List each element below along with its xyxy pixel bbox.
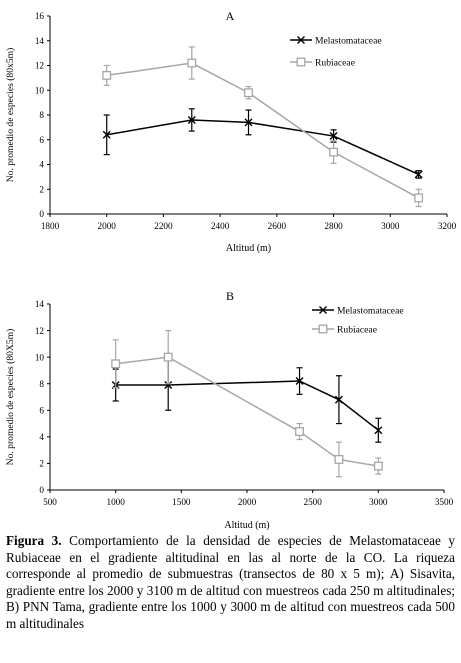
series-line (106, 119, 419, 176)
data-point (244, 118, 253, 127)
legend-marker (297, 36, 305, 44)
y-tick-label: 4 (39, 432, 44, 442)
series-melastomataceae (102, 108, 423, 179)
y-tick-label: 6 (39, 135, 44, 145)
x-axis-label: Altitud (m) (224, 520, 269, 530)
y-tick-label: 12 (35, 61, 45, 71)
y-tick-label: 2 (39, 184, 44, 194)
x-tick-label: 3200 (438, 221, 457, 231)
legend-marker (319, 306, 327, 314)
legend-marker (318, 324, 328, 334)
chart-b: 0 2 4 6 8 10 12 14 500 1000 1500 2000 2500 3000 3500 B A… (5, 289, 454, 530)
data-point (111, 359, 121, 369)
chart-title: B (226, 289, 234, 303)
y-tick-label: 8 (39, 379, 44, 389)
x-tick-label: 2000 (98, 221, 117, 231)
figure-caption: Figura 3. Comportamiento de la densidad … (6, 533, 455, 632)
data-point (244, 88, 253, 98)
data-point (295, 427, 304, 436)
chart-title: A (226, 9, 235, 23)
y-axis-label: No. promedio de especies (80X5m) (5, 329, 16, 466)
data-point (164, 381, 173, 390)
data-point (102, 70, 112, 80)
data-point (334, 395, 343, 404)
y-tick-label: 2 (39, 459, 44, 469)
caption-text: Comportamiento de la densidad de especie… (6, 533, 455, 631)
x-tick-label: 2400 (211, 221, 230, 231)
data-point (329, 132, 338, 141)
x-tick-label: 3000 (369, 497, 388, 507)
y-tick-label: 0 (39, 485, 44, 495)
legend-label: Rubiaceae (337, 324, 377, 335)
data-point (334, 454, 344, 464)
legend-marker (296, 57, 306, 67)
legend-label: Melastomataceae (315, 35, 382, 46)
x-tick-label: 2800 (324, 221, 343, 231)
y-tick-label: 14 (35, 299, 45, 309)
y-tick-label: 16 (35, 11, 45, 21)
figure-charts: 0 2 4 6 8 10 12 14 16 1800 2000 2200 2400 2600 2800 300… (5, 9, 457, 530)
x-tick-label: 500 (43, 497, 57, 507)
series-rubiaceae (111, 329, 383, 478)
legend: Melastomataceae Rubiaceae (290, 35, 382, 68)
data-point (187, 115, 196, 124)
data-point (374, 426, 383, 435)
x-tick-label: 1800 (41, 221, 60, 231)
y-tick-label: 10 (35, 85, 45, 95)
chart-a: 0 2 4 6 8 10 12 14 16 1800 2000 2200 2400 2600 2800 300… (5, 9, 457, 254)
data-point (187, 58, 197, 68)
legend-label: Rubiaceae (315, 57, 355, 68)
y-tick-label: 8 (39, 110, 44, 120)
x-tick-label: 2200 (154, 221, 173, 231)
x-tick-label: 3500 (435, 497, 454, 507)
data-point (414, 193, 424, 203)
caption-label: Figura 3. (6, 533, 62, 548)
x-axis-label: Altitud (m) (226, 243, 271, 254)
y-tick-label: 10 (35, 352, 45, 362)
data-point (414, 170, 423, 179)
legend-label: Melastomataceae (337, 305, 404, 316)
y-tick-label: 4 (39, 160, 44, 170)
x-tick-label: 2500 (303, 497, 322, 507)
data-point (163, 352, 173, 362)
y-tick-label: 14 (35, 36, 45, 46)
y-tick-label: 6 (39, 405, 44, 415)
y-tick-label: 0 (39, 209, 44, 219)
data-point (329, 147, 339, 157)
series-rubiaceae (102, 46, 424, 208)
x-tick-label: 1500 (172, 497, 191, 507)
data-point (102, 130, 111, 139)
x-tick-label: 2600 (268, 221, 287, 231)
legend: Melastomataceae Rubiaceae (312, 305, 404, 335)
x-tick-label: 3000 (381, 221, 400, 231)
series-line (106, 62, 419, 199)
x-tick-label: 2000 (238, 497, 257, 507)
y-tick-label: 12 (35, 326, 45, 336)
data-point (373, 461, 383, 471)
x-tick-label: 1000 (106, 497, 125, 507)
data-point (295, 377, 304, 386)
y-axis-label: No. promedio de especies (80x5m) (5, 48, 16, 183)
